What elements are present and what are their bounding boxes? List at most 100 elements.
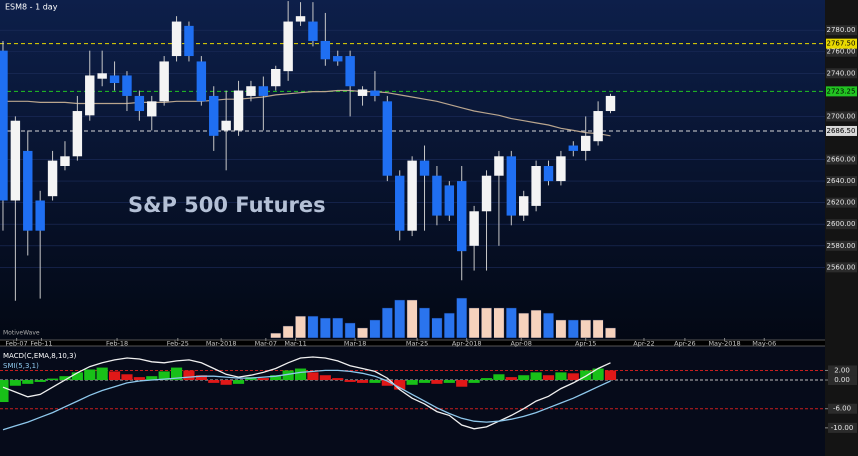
histogram-bar — [542, 375, 555, 381]
histogram-bar — [108, 371, 121, 381]
candle-body — [457, 181, 467, 252]
histogram-bar — [71, 372, 83, 381]
y-tick-box — [826, 154, 857, 165]
y-tick-box — [826, 111, 857, 122]
histogram-bar — [270, 375, 282, 381]
candle-body — [221, 120, 231, 131]
y-tick-box — [826, 197, 857, 208]
histogram-bar — [369, 380, 381, 383]
candle-body — [209, 95, 219, 136]
volume-bar — [431, 317, 443, 339]
volume-bar — [567, 319, 579, 339]
volume-bar — [456, 297, 468, 339]
histogram-bar — [257, 378, 269, 381]
y-tick-label: 2580.00 — [827, 242, 856, 250]
histogram-bar — [22, 380, 34, 384]
histogram-bar — [381, 380, 393, 386]
histogram-bar — [208, 380, 220, 383]
volume-bar — [468, 307, 480, 339]
x-tick-label: May-2018 — [708, 340, 740, 348]
histogram-bar — [9, 380, 21, 386]
x-tick-label: Mar-2018 — [206, 340, 237, 348]
volume-bar — [543, 312, 554, 339]
candle-body — [10, 120, 21, 201]
x-tick-label: Apr-22 — [633, 340, 654, 348]
volume-bar — [381, 307, 393, 339]
candle-body — [320, 40, 331, 60]
candle-body — [85, 75, 95, 116]
y-tick-box — [826, 219, 857, 230]
candle-body — [605, 95, 616, 112]
candle-body — [122, 75, 132, 96]
histogram-bar — [493, 374, 505, 381]
macd-subtitle: SMI(5,3,1) — [3, 362, 39, 370]
histogram-bar — [580, 370, 592, 381]
candle-body — [0, 50, 8, 201]
macd-title: MACD(C,EMA,8,10,3) — [3, 352, 77, 360]
level-label: 2686.50 — [827, 127, 856, 135]
y-tick-label: 2620.00 — [827, 199, 856, 207]
indicator-line — [2, 356, 611, 430]
x-tick-label: Feb-07 — [6, 340, 28, 348]
volume-bar — [419, 307, 430, 339]
x-tick-label: Apr-15 — [575, 340, 596, 348]
y-tick-box — [826, 176, 857, 187]
histogram-bar — [46, 378, 59, 381]
x-tick-label: Feb-18 — [106, 340, 128, 348]
histogram-bar — [0, 380, 9, 403]
candle-body — [580, 135, 591, 151]
candle-body — [333, 56, 343, 62]
volume-bar — [394, 299, 406, 339]
candle-body — [147, 101, 157, 117]
candle-body — [233, 90, 244, 131]
y-tick-label: -10.00 — [831, 424, 854, 432]
y-tick-label: 2760.00 — [827, 48, 856, 56]
y-tick-box — [828, 422, 857, 433]
histogram-bar — [59, 376, 71, 381]
y-tick-label: 2660.00 — [827, 156, 856, 164]
histogram-bar — [158, 371, 170, 381]
histogram-bar — [443, 380, 455, 383]
annotation: S&P 500 Futures — [128, 193, 326, 217]
x-tick-label: Feb-11 — [30, 340, 52, 348]
candle-body — [357, 89, 368, 96]
histogram-bar — [146, 376, 158, 381]
candle-body — [481, 175, 492, 212]
candle-body — [469, 211, 479, 246]
level-label: 2767.50 — [827, 40, 856, 48]
histogram-bar — [456, 380, 468, 387]
candle-body — [258, 86, 269, 96]
candle-body — [23, 150, 33, 231]
volume-bar — [406, 299, 418, 339]
volume-bar — [518, 312, 530, 339]
histogram-bar — [307, 372, 319, 381]
histogram-bar — [319, 375, 331, 381]
volume-bar — [443, 312, 455, 339]
candle-body — [283, 21, 293, 72]
chart-title: ESM8 - 1 day — [5, 3, 58, 12]
level-label: 2723.25 — [827, 87, 856, 95]
histogram-bar — [518, 375, 530, 381]
volume-bar — [295, 315, 306, 339]
candle-body — [519, 196, 529, 216]
histogram-bar — [394, 380, 406, 390]
histogram-bar — [530, 372, 542, 381]
histogram-bar — [195, 375, 207, 381]
histogram-bar — [418, 380, 431, 383]
volume-bar — [282, 325, 294, 339]
x-tick-label: Feb-25 — [167, 340, 189, 348]
histogram-bar — [34, 380, 46, 382]
y-tick-label: 2780.00 — [827, 26, 856, 34]
histogram-bar — [505, 377, 517, 381]
y-tick-label: 2640.00 — [827, 177, 856, 185]
histogram-bar — [170, 367, 183, 381]
candle-body — [407, 160, 417, 231]
volume-bar — [319, 317, 331, 339]
y-tick-box — [828, 403, 857, 414]
histogram-bar — [592, 368, 604, 381]
candle-body — [432, 175, 442, 216]
histogram-bar — [406, 380, 418, 385]
volume-bar — [555, 319, 567, 339]
y-tick-label: 0.00 — [834, 376, 850, 384]
volume-bar — [493, 307, 505, 339]
